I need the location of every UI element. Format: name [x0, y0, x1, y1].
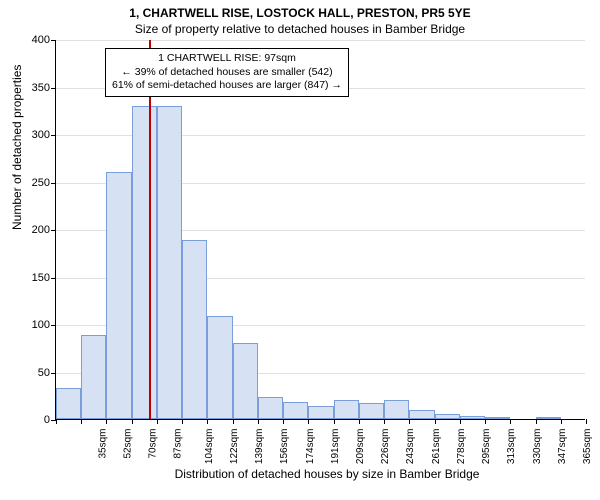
xtick-label: 191sqm [330, 429, 341, 465]
xtick-label: 87sqm [173, 429, 184, 459]
chart-title-sub: Size of property relative to detached ho… [0, 20, 600, 36]
xtick-label: 139sqm [254, 429, 265, 465]
histogram-bar [384, 400, 409, 419]
xtick-mark [132, 419, 133, 424]
xtick-label: 35sqm [97, 429, 108, 459]
xtick-label: 209sqm [355, 429, 366, 465]
xtick-mark [334, 419, 335, 424]
xtick-label: 365sqm [582, 429, 593, 465]
histogram-bar [157, 106, 182, 420]
xtick-label: 52sqm [122, 429, 133, 459]
histogram-bar [56, 388, 81, 419]
ytick-label: 0 [44, 414, 50, 426]
gridline [56, 40, 585, 41]
histogram-bar [106, 172, 131, 419]
ytick-label: 400 [32, 34, 50, 46]
xtick-label: 156sqm [279, 429, 290, 465]
xtick-mark [106, 419, 107, 424]
xtick-mark [359, 419, 360, 424]
xtick-label: 70sqm [148, 429, 159, 459]
y-axis-label: Number of detached properties [10, 65, 24, 230]
annotation-box: 1 CHARTWELL RISE: 97sqm ← 39% of detache… [105, 48, 349, 97]
xtick-mark [207, 419, 208, 424]
plot-area: 05010015020025030035040035sqm52sqm70sqm8… [55, 40, 585, 420]
annotation-line-3: 61% of semi-detached houses are larger (… [112, 79, 342, 93]
ytick-mark [51, 88, 56, 89]
xtick-label: 295sqm [481, 429, 492, 465]
histogram-bar [460, 416, 485, 419]
histogram-bar [258, 397, 283, 419]
ytick-label: 50 [38, 367, 50, 379]
xtick-mark [56, 419, 57, 424]
histogram-bar [485, 417, 510, 419]
xtick-label: 243sqm [406, 429, 417, 465]
xtick-mark [485, 419, 486, 424]
ytick-mark [51, 40, 56, 41]
ytick-mark [51, 230, 56, 231]
ytick-label: 300 [32, 129, 50, 141]
ytick-mark [51, 373, 56, 374]
chart-plot-wrap: 05010015020025030035040035sqm52sqm70sqm8… [55, 40, 585, 420]
ytick-label: 100 [32, 319, 50, 331]
xtick-mark [435, 419, 436, 424]
xtick-mark [157, 419, 158, 424]
ytick-mark [51, 325, 56, 326]
xtick-mark [81, 419, 82, 424]
xtick-mark [283, 419, 284, 424]
xtick-label: 261sqm [431, 429, 442, 465]
histogram-bar [536, 417, 561, 419]
annotation-line-2: ← 39% of detached houses are smaller (54… [112, 66, 342, 80]
ytick-mark [51, 278, 56, 279]
chart-title-main: 1, CHARTWELL RISE, LOSTOCK HALL, PRESTON… [0, 0, 600, 20]
histogram-bar [207, 316, 232, 419]
ytick-label: 350 [32, 82, 50, 94]
ytick-mark [51, 183, 56, 184]
histogram-bar [409, 410, 434, 420]
xtick-label: 104sqm [204, 429, 215, 465]
x-axis-label: Distribution of detached houses by size … [27, 467, 600, 481]
xtick-mark [536, 419, 537, 424]
xtick-mark [258, 419, 259, 424]
histogram-bar [81, 335, 106, 419]
xtick-label: 330sqm [532, 429, 543, 465]
xtick-mark [510, 419, 511, 424]
xtick-mark [586, 419, 587, 424]
xtick-mark [384, 419, 385, 424]
histogram-bar [334, 400, 359, 419]
xtick-mark [460, 419, 461, 424]
histogram-bar [359, 403, 384, 419]
xtick-label: 278sqm [456, 429, 467, 465]
xtick-mark [561, 419, 562, 424]
ytick-label: 150 [32, 272, 50, 284]
ytick-label: 200 [32, 224, 50, 236]
xtick-mark [233, 419, 234, 424]
annotation-line-1: 1 CHARTWELL RISE: 97sqm [112, 52, 342, 66]
xtick-label: 226sqm [380, 429, 391, 465]
xtick-mark [182, 419, 183, 424]
xtick-mark [409, 419, 410, 424]
histogram-bar [308, 406, 333, 419]
histogram-bar [132, 106, 157, 420]
histogram-bar [435, 414, 460, 419]
histogram-bar [182, 240, 207, 419]
xtick-label: 347sqm [557, 429, 568, 465]
xtick-mark [308, 419, 309, 424]
ytick-label: 250 [32, 177, 50, 189]
xtick-label: 122sqm [229, 429, 240, 465]
xtick-label: 313sqm [507, 429, 518, 465]
histogram-bar [233, 343, 258, 419]
ytick-mark [51, 135, 56, 136]
histogram-bar [283, 402, 308, 419]
xtick-label: 174sqm [305, 429, 316, 465]
